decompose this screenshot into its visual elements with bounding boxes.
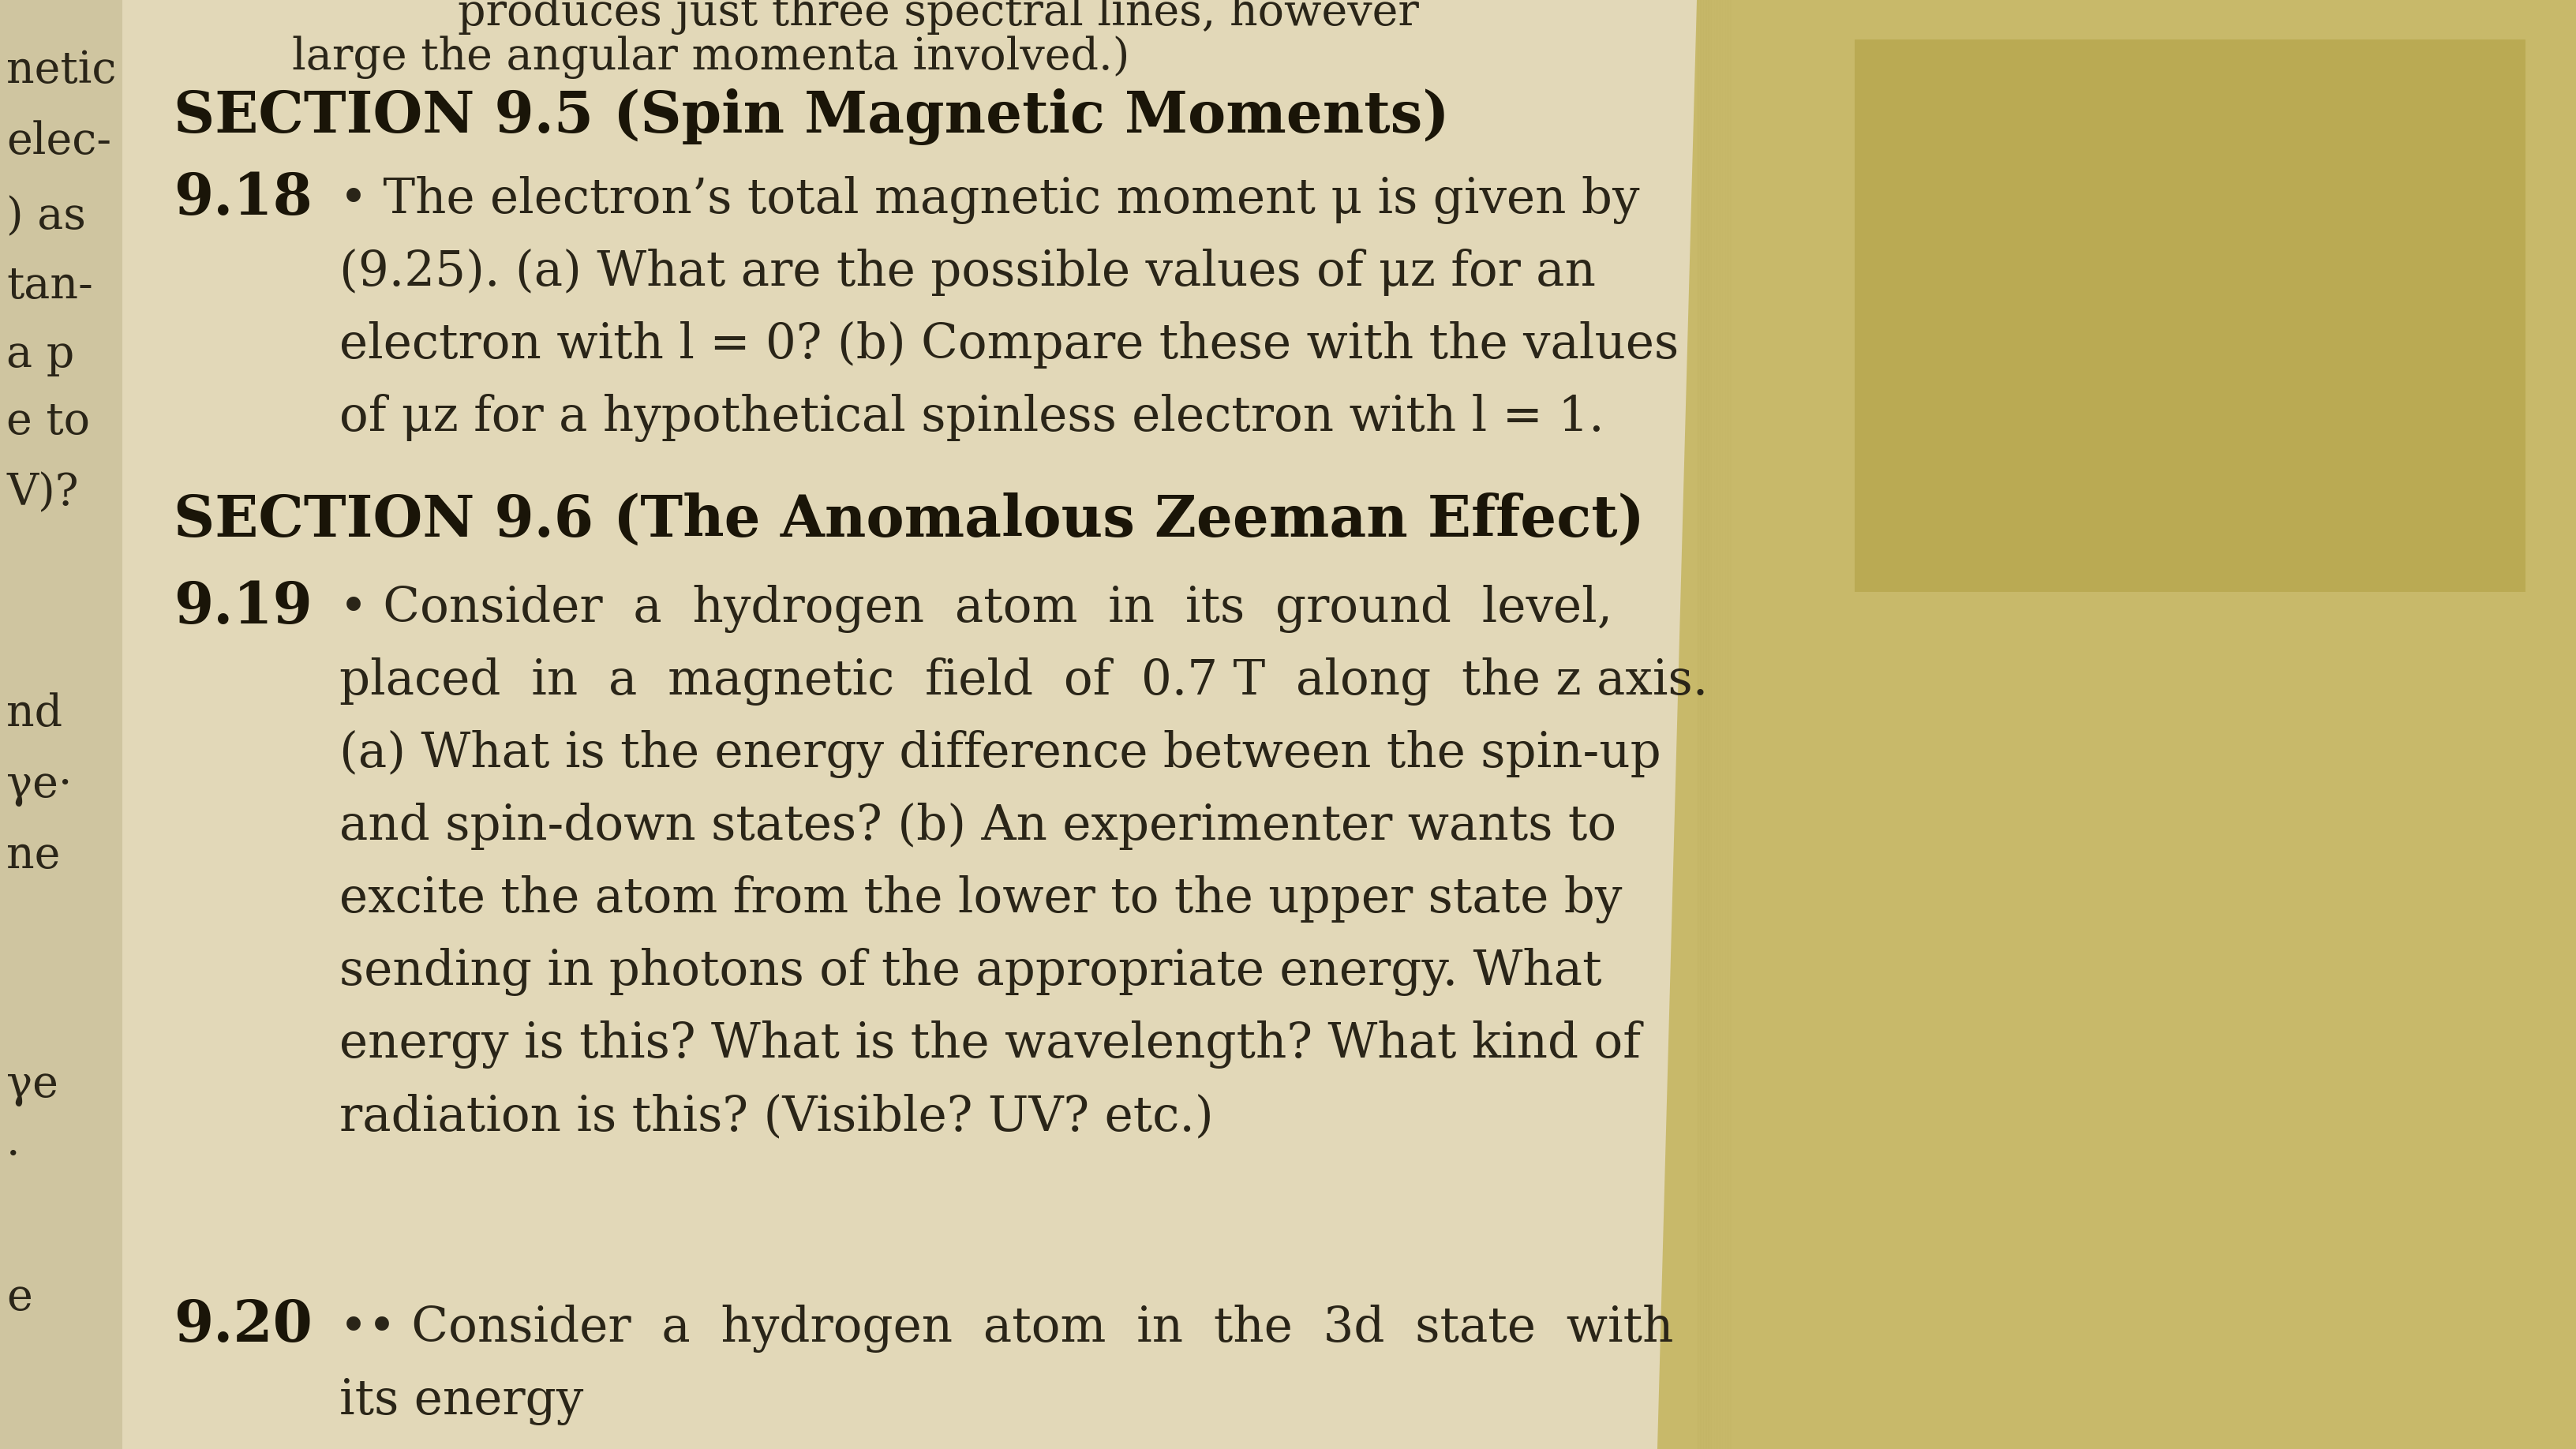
Text: energy is this? What is the wavelength? What kind of: energy is this? What is the wavelength? … (340, 1020, 1641, 1068)
Text: radiation is this? (Visible? UV? etc.): radiation is this? (Visible? UV? etc.) (340, 1093, 1213, 1140)
Text: •• Consider  a  hydrogen  atom  in  the  3d  state  with: •• Consider a hydrogen atom in the 3d st… (340, 1304, 1674, 1353)
Text: γe: γe (5, 1064, 59, 1107)
Text: SECTION 9.6 (The Anomalous Zeeman Effect): SECTION 9.6 (The Anomalous Zeeman Effect… (173, 493, 1643, 549)
Text: 9.18: 9.18 (173, 171, 312, 226)
Text: placed  in  a  magnetic  field  of  0.7 T  along  the z axis.: placed in a magnetic field of 0.7 T alon… (340, 658, 1708, 706)
Text: nd: nd (5, 693, 62, 736)
Text: tan-: tan- (5, 265, 93, 307)
Text: elec-: elec- (5, 120, 111, 164)
Text: ·: · (5, 1135, 21, 1178)
Text: SECTION 9.5 (Spin Magnetic Moments): SECTION 9.5 (Spin Magnetic Moments) (173, 88, 1450, 145)
Text: V)?: V)? (5, 471, 77, 514)
Text: 9.19: 9.19 (173, 580, 312, 635)
Text: sending in photons of the appropriate energy. What: sending in photons of the appropriate en… (340, 948, 1602, 995)
Text: e to: e to (5, 400, 90, 443)
Text: electron with l = 0? (b) Compare these with the values: electron with l = 0? (b) Compare these w… (340, 322, 1680, 368)
Text: • The electron’s total magnetic moment μ is given by: • The electron’s total magnetic moment μ… (340, 175, 1638, 225)
Text: γe·: γe· (5, 764, 72, 807)
Bar (1855, 39, 2524, 591)
Polygon shape (1656, 0, 2576, 1449)
Text: excite the atom from the lower to the upper state by: excite the atom from the lower to the up… (340, 875, 1623, 923)
Polygon shape (0, 0, 121, 1449)
Text: 9.20: 9.20 (173, 1297, 312, 1353)
Text: large the angular momenta involved.): large the angular momenta involved.) (291, 36, 1131, 78)
Text: and spin-down states? (b) An experimenter wants to: and spin-down states? (b) An experimente… (340, 803, 1615, 851)
Text: (9.25). (a) What are the possible values of μz for an: (9.25). (a) What are the possible values… (340, 249, 1595, 296)
Text: netic: netic (5, 49, 116, 93)
Text: ne: ne (5, 835, 59, 878)
Text: (a) What is the energy difference between the spin-up: (a) What is the energy difference betwee… (340, 730, 1662, 778)
Text: a p: a p (5, 333, 75, 377)
Text: produces just three spectral lines, however: produces just three spectral lines, howe… (459, 0, 1419, 35)
Text: its energy: its energy (340, 1378, 582, 1426)
Text: of μz for a hypothetical spinless electron with l = 1.: of μz for a hypothetical spinless electr… (340, 394, 1605, 442)
Polygon shape (121, 0, 1736, 1449)
Text: • Consider  a  hydrogen  atom  in  its  ground  level,: • Consider a hydrogen atom in its ground… (340, 585, 1613, 633)
Text: ) as: ) as (5, 196, 85, 238)
Text: e: e (5, 1277, 31, 1320)
